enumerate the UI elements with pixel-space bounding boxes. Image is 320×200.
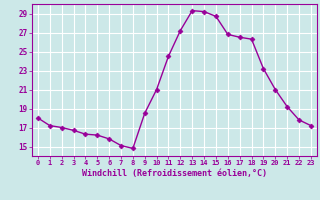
X-axis label: Windchill (Refroidissement éolien,°C): Windchill (Refroidissement éolien,°C) [82, 169, 267, 178]
